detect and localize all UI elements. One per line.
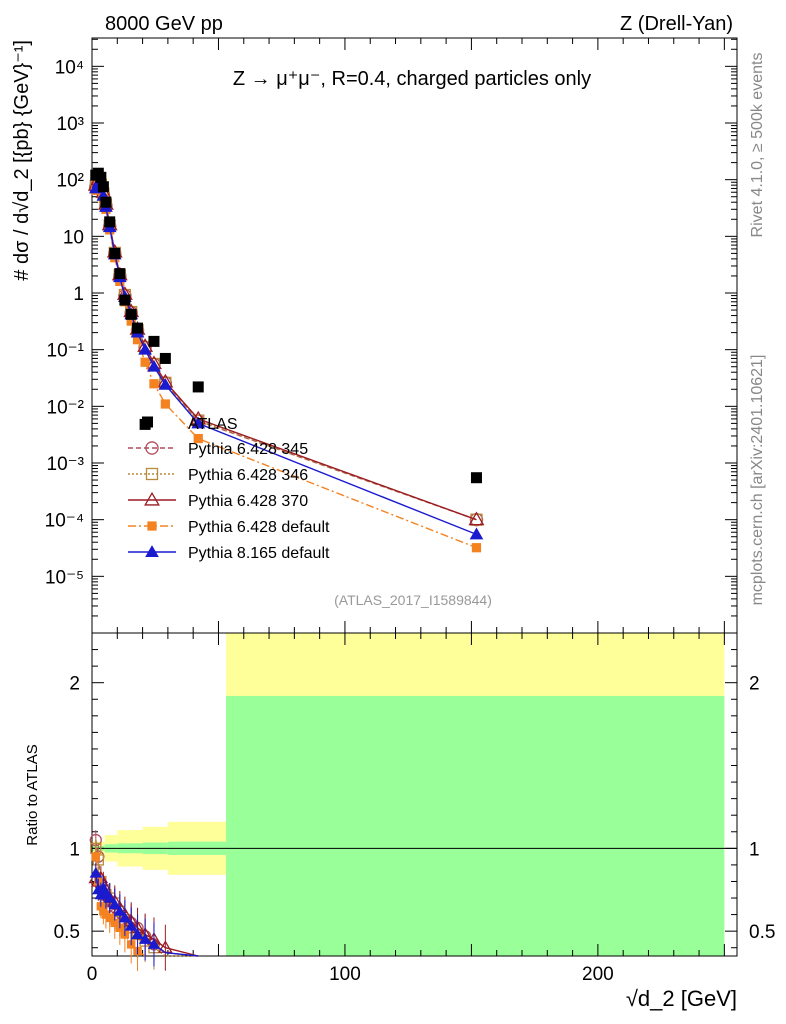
data-points-layer [90,167,482,484]
y-tick-label: 10⁻³ [47,454,85,475]
header-left: 8000 GeV pp [105,13,223,35]
ratio-y-tick-label-right: 0.5 [749,922,775,943]
side-label-top: Rivet 4.1.0, ≥ 500k events [749,53,766,238]
axis-labels: 10⁻⁵ 10⁻⁴ 10⁻³ 10⁻² 10⁻¹ 1 10 10² 10³ 10⁴ 0 100 200 0… [11,40,775,1011]
legend-label: Pythia 6.428 345 [188,441,308,458]
data-point [125,308,137,320]
series-4-point [138,342,152,355]
y-tick-label: 10⁴ [55,57,84,78]
series-4-point [469,527,484,540]
legend-marker [145,545,159,557]
ratio-y-tick-label-right: 2 [749,674,760,695]
legend-marker [145,467,159,481]
series-3-point [140,357,150,367]
ratio-frame-border [91,632,738,957]
data-point [97,181,109,193]
ratio-uncertainty-band [92,633,737,956]
y-tick-label: 10⁻⁵ [45,567,84,588]
series-line-3 [95,183,477,549]
legend: ATLAS Pythia 6.428 345 Pythia 6.428 346 Pyt… [128,416,330,562]
series-3-point [132,335,143,345]
series-3-point [193,433,203,444]
data-point [148,335,160,347]
analysis-id: (ATLAS_2017_I1589844) [334,592,492,608]
y-tick-label: 10³ [57,114,84,135]
series-4-point [147,359,161,372]
x-tick-label: 100 [329,964,361,985]
side-label-bottom: mcplots.cern.ch [arXiv:2401.10621] [749,355,766,606]
y-tick-label: 1 [73,284,84,305]
series-4-point [158,377,173,390]
legend-marker [144,491,160,506]
series-4-point [191,416,206,429]
legend-label: Pythia 8.165 default [188,545,330,562]
series-3-point [160,399,170,409]
y-tick-label: 10⁻¹ [47,341,85,362]
series-3-point [471,543,482,553]
series-3-point [126,316,136,326]
data-point [119,294,131,306]
x-tick-label: 200 [582,964,614,985]
series-3-point [149,379,159,389]
data-point [470,472,482,484]
data-point [95,171,107,183]
y-tick-label: 10² [57,171,84,192]
ratio-y-tick-label: 1 [69,839,80,860]
main-plot-frame [91,37,738,634]
ratio-series-layer [88,830,199,972]
ratio-y-tick-label: 0.5 [54,922,80,943]
y-tick-label: 10⁻⁴ [45,511,84,532]
data-point [100,196,112,208]
y-tick-label: 10⁻² [47,397,85,418]
legend-marker-data [142,416,153,428]
ratio-y-tick-label-right: 1 [749,839,760,860]
ratio-band-inner [226,695,725,956]
y-axis-title: # dσ / d√d_2 [{pb} {GeV}⁻¹] [11,40,33,281]
legend-label: Pythia 6.428 default [188,519,330,536]
data-point [159,352,171,364]
ratio-y-tick-label: 2 [69,674,80,695]
ratio-plot-frame [91,632,738,957]
x-axis-title: √d_2 [GeV] [626,986,737,1011]
main-frame-border [91,37,738,634]
y-tick-label: 10 [63,227,84,248]
data-point [109,247,121,259]
legend-marker [147,521,157,531]
data-point [132,322,144,334]
data-point [192,381,204,393]
chart-title: Z → μ⁺μ⁻, R=0.4, charged particles only [233,68,591,90]
legend-label: Pythia 6.428 370 [188,493,308,510]
legend-label: Pythia 6.428 346 [188,467,308,484]
data-point [114,268,126,280]
legend-marker [145,441,159,455]
legend-label: ATLAS [188,416,238,433]
series-2-point [468,511,485,526]
data-point [104,216,116,228]
ratio-y-axis-title: Ratio to ATLAS [24,744,41,845]
header-right: Z (Drell-Yan) [620,13,733,35]
x-tick-label: 0 [87,964,98,985]
